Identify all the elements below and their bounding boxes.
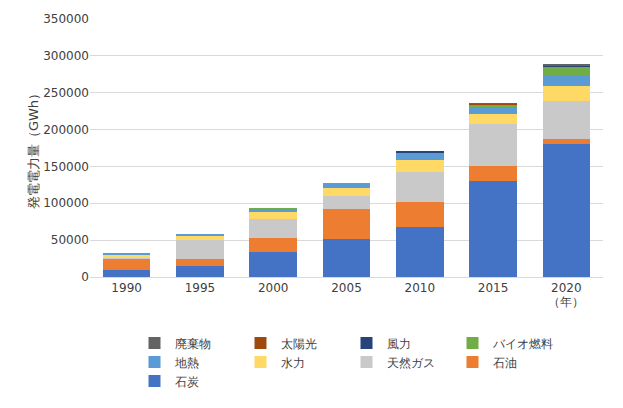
svg-text:天然ガス: 天然ガス <box>387 356 435 370</box>
svg-text:石炭: 石炭 <box>175 375 199 389</box>
svg-text:太陽光: 太陽光 <box>281 337 317 351</box>
svg-text:300000: 300000 <box>43 49 89 63</box>
svg-text:（年）: （年） <box>548 295 584 309</box>
svg-text:地熱: 地熱 <box>174 356 199 370</box>
svg-text:風力: 風力 <box>387 337 411 351</box>
svg-text:1995: 1995 <box>185 281 216 295</box>
svg-text:150000: 150000 <box>43 160 89 174</box>
svg-text:100000: 100000 <box>43 196 89 210</box>
svg-text:2020: 2020 <box>551 281 582 295</box>
svg-text:2005: 2005 <box>331 281 362 295</box>
svg-text:200000: 200000 <box>43 123 89 137</box>
svg-text:2010: 2010 <box>405 281 436 295</box>
svg-text:廃棄物: 廃棄物 <box>175 337 211 351</box>
svg-text:350000: 350000 <box>43 12 89 26</box>
svg-text:石油: 石油 <box>493 356 517 370</box>
svg-text:50000: 50000 <box>51 233 89 247</box>
svg-text:2015: 2015 <box>478 281 509 295</box>
svg-text:バイオ燃料: バイオ燃料 <box>492 337 553 351</box>
svg-text:2000: 2000 <box>258 281 289 295</box>
svg-text:0: 0 <box>81 270 89 284</box>
svg-text:発電電力量（GWh）: 発電電力量（GWh） <box>26 87 41 209</box>
svg-text:1990: 1990 <box>111 281 142 295</box>
svg-text:250000: 250000 <box>43 86 89 100</box>
svg-text:水力: 水力 <box>281 356 305 370</box>
